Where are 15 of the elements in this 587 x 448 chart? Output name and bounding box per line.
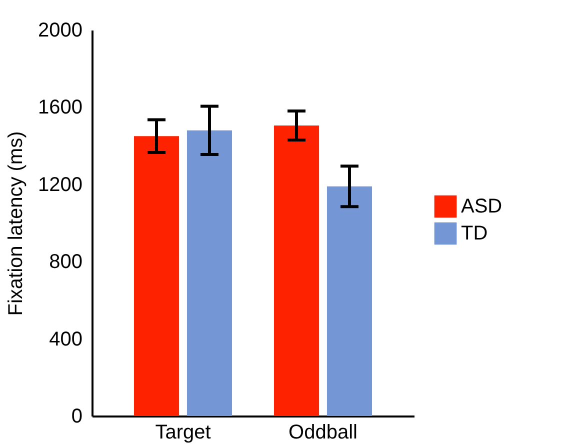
bar [186, 130, 232, 416]
bar [326, 186, 372, 416]
y-tick-label: 1200 [38, 174, 82, 196]
y-tick-label: 400 [49, 328, 82, 350]
bar [134, 136, 180, 416]
y-tick-label: 0 [71, 406, 82, 428]
y-tick-label: 800 [49, 251, 82, 274]
y-tick-label: 2000 [38, 20, 82, 42]
y-axis-title: Fixation latency (ms) [5, 131, 28, 316]
x-tick-label: Target [155, 422, 212, 444]
x-tick-label: Oddball [288, 422, 358, 444]
bar [274, 126, 320, 416]
legend-label: TD [461, 222, 488, 244]
y-tick-label: 1600 [38, 96, 82, 119]
legend-label: ASD [461, 196, 502, 218]
